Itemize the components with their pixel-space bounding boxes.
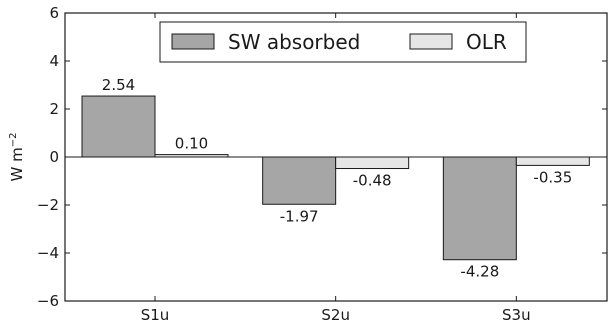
y-axis-title-text: W m: [8, 147, 26, 181]
plot-area-frame: [64, 12, 608, 302]
legend-label: SW absorbed: [228, 30, 360, 54]
y-tick-label: 0: [49, 148, 59, 166]
x-axis-ticks: S1u S2u S3u: [141, 13, 531, 324]
y-tick-label: 4: [49, 52, 59, 70]
y-axis-title: W m−2: [8, 133, 26, 182]
y-tick-label: 6: [49, 4, 59, 22]
legend-box: [159, 21, 527, 63]
bar-sw-absorbed-s3u: [442, 156, 517, 261]
bar-sw-absorbed-s2u: [262, 156, 337, 205]
y-tick-label: 2: [49, 100, 59, 118]
data-label: -0.48: [353, 172, 392, 190]
bars: [81, 95, 590, 261]
y-tick-label: −6: [37, 292, 59, 310]
data-label: -1.97: [280, 207, 319, 225]
y-tick-label: −2: [37, 196, 59, 214]
legend-swatch: [409, 33, 453, 50]
x-tick-label: S1u: [141, 306, 170, 324]
bar-olr-s3u: [515, 156, 590, 166]
data-label: -4.28: [460, 263, 499, 281]
data-labels: 2.54 0.10 -1.97 -0.48 -4.28 -0.35: [102, 76, 572, 281]
bar-sw-absorbed-s1u: [81, 95, 156, 158]
x-tick-label: S3u: [502, 306, 531, 324]
y-tick-label: −4: [37, 244, 59, 262]
data-label: 0.10: [175, 135, 208, 153]
x-tick-label: S2u: [321, 306, 350, 324]
legend: SW absorbed OLR: [159, 21, 527, 63]
y-axis-ticks: 6 4 2 0 −2 −4 −6: [37, 4, 607, 310]
data-label: -0.35: [533, 168, 572, 186]
bar-olr-s2u: [335, 156, 410, 170]
legend-label: OLR: [466, 30, 507, 54]
data-label: 2.54: [102, 76, 135, 94]
legend-swatch: [171, 33, 215, 50]
y-axis-title-superscript: −2: [8, 133, 19, 148]
